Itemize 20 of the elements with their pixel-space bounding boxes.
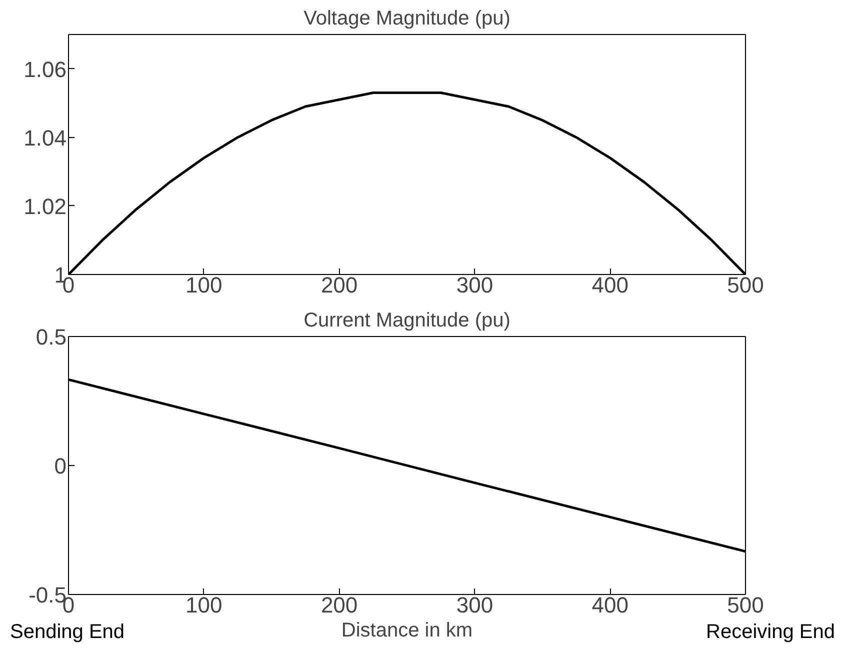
x-tick-label: 200	[320, 592, 358, 618]
x-tick-label: 300	[456, 592, 494, 618]
text: Sending End	[10, 620, 125, 645]
chart-title: Current Magnitude (pu)	[304, 310, 510, 332]
chart-title: Voltage Magnitude (pu)	[304, 8, 510, 30]
y-tick-label: 0.5	[36, 324, 67, 350]
x-axis-title: Distance in km	[341, 620, 473, 642]
y-tick-label: 1.02	[24, 194, 67, 219]
x-tick-label: 100	[186, 592, 222, 618]
text: Receiving End	[706, 620, 835, 645]
x-tick-label: 500	[727, 592, 764, 618]
x-tick-label: 400	[592, 592, 628, 618]
y-tick-label: 1.04	[24, 125, 67, 150]
x-tick-label: 400	[592, 272, 628, 298]
x-tick-label: 300	[456, 272, 494, 298]
x-tick-label: 100	[186, 272, 222, 298]
x-tick-label: 200	[320, 272, 358, 298]
x-tick-label: 500	[727, 272, 764, 298]
y-tick-label: 1.06	[24, 56, 67, 82]
y-tick-label: 0	[54, 454, 67, 478]
